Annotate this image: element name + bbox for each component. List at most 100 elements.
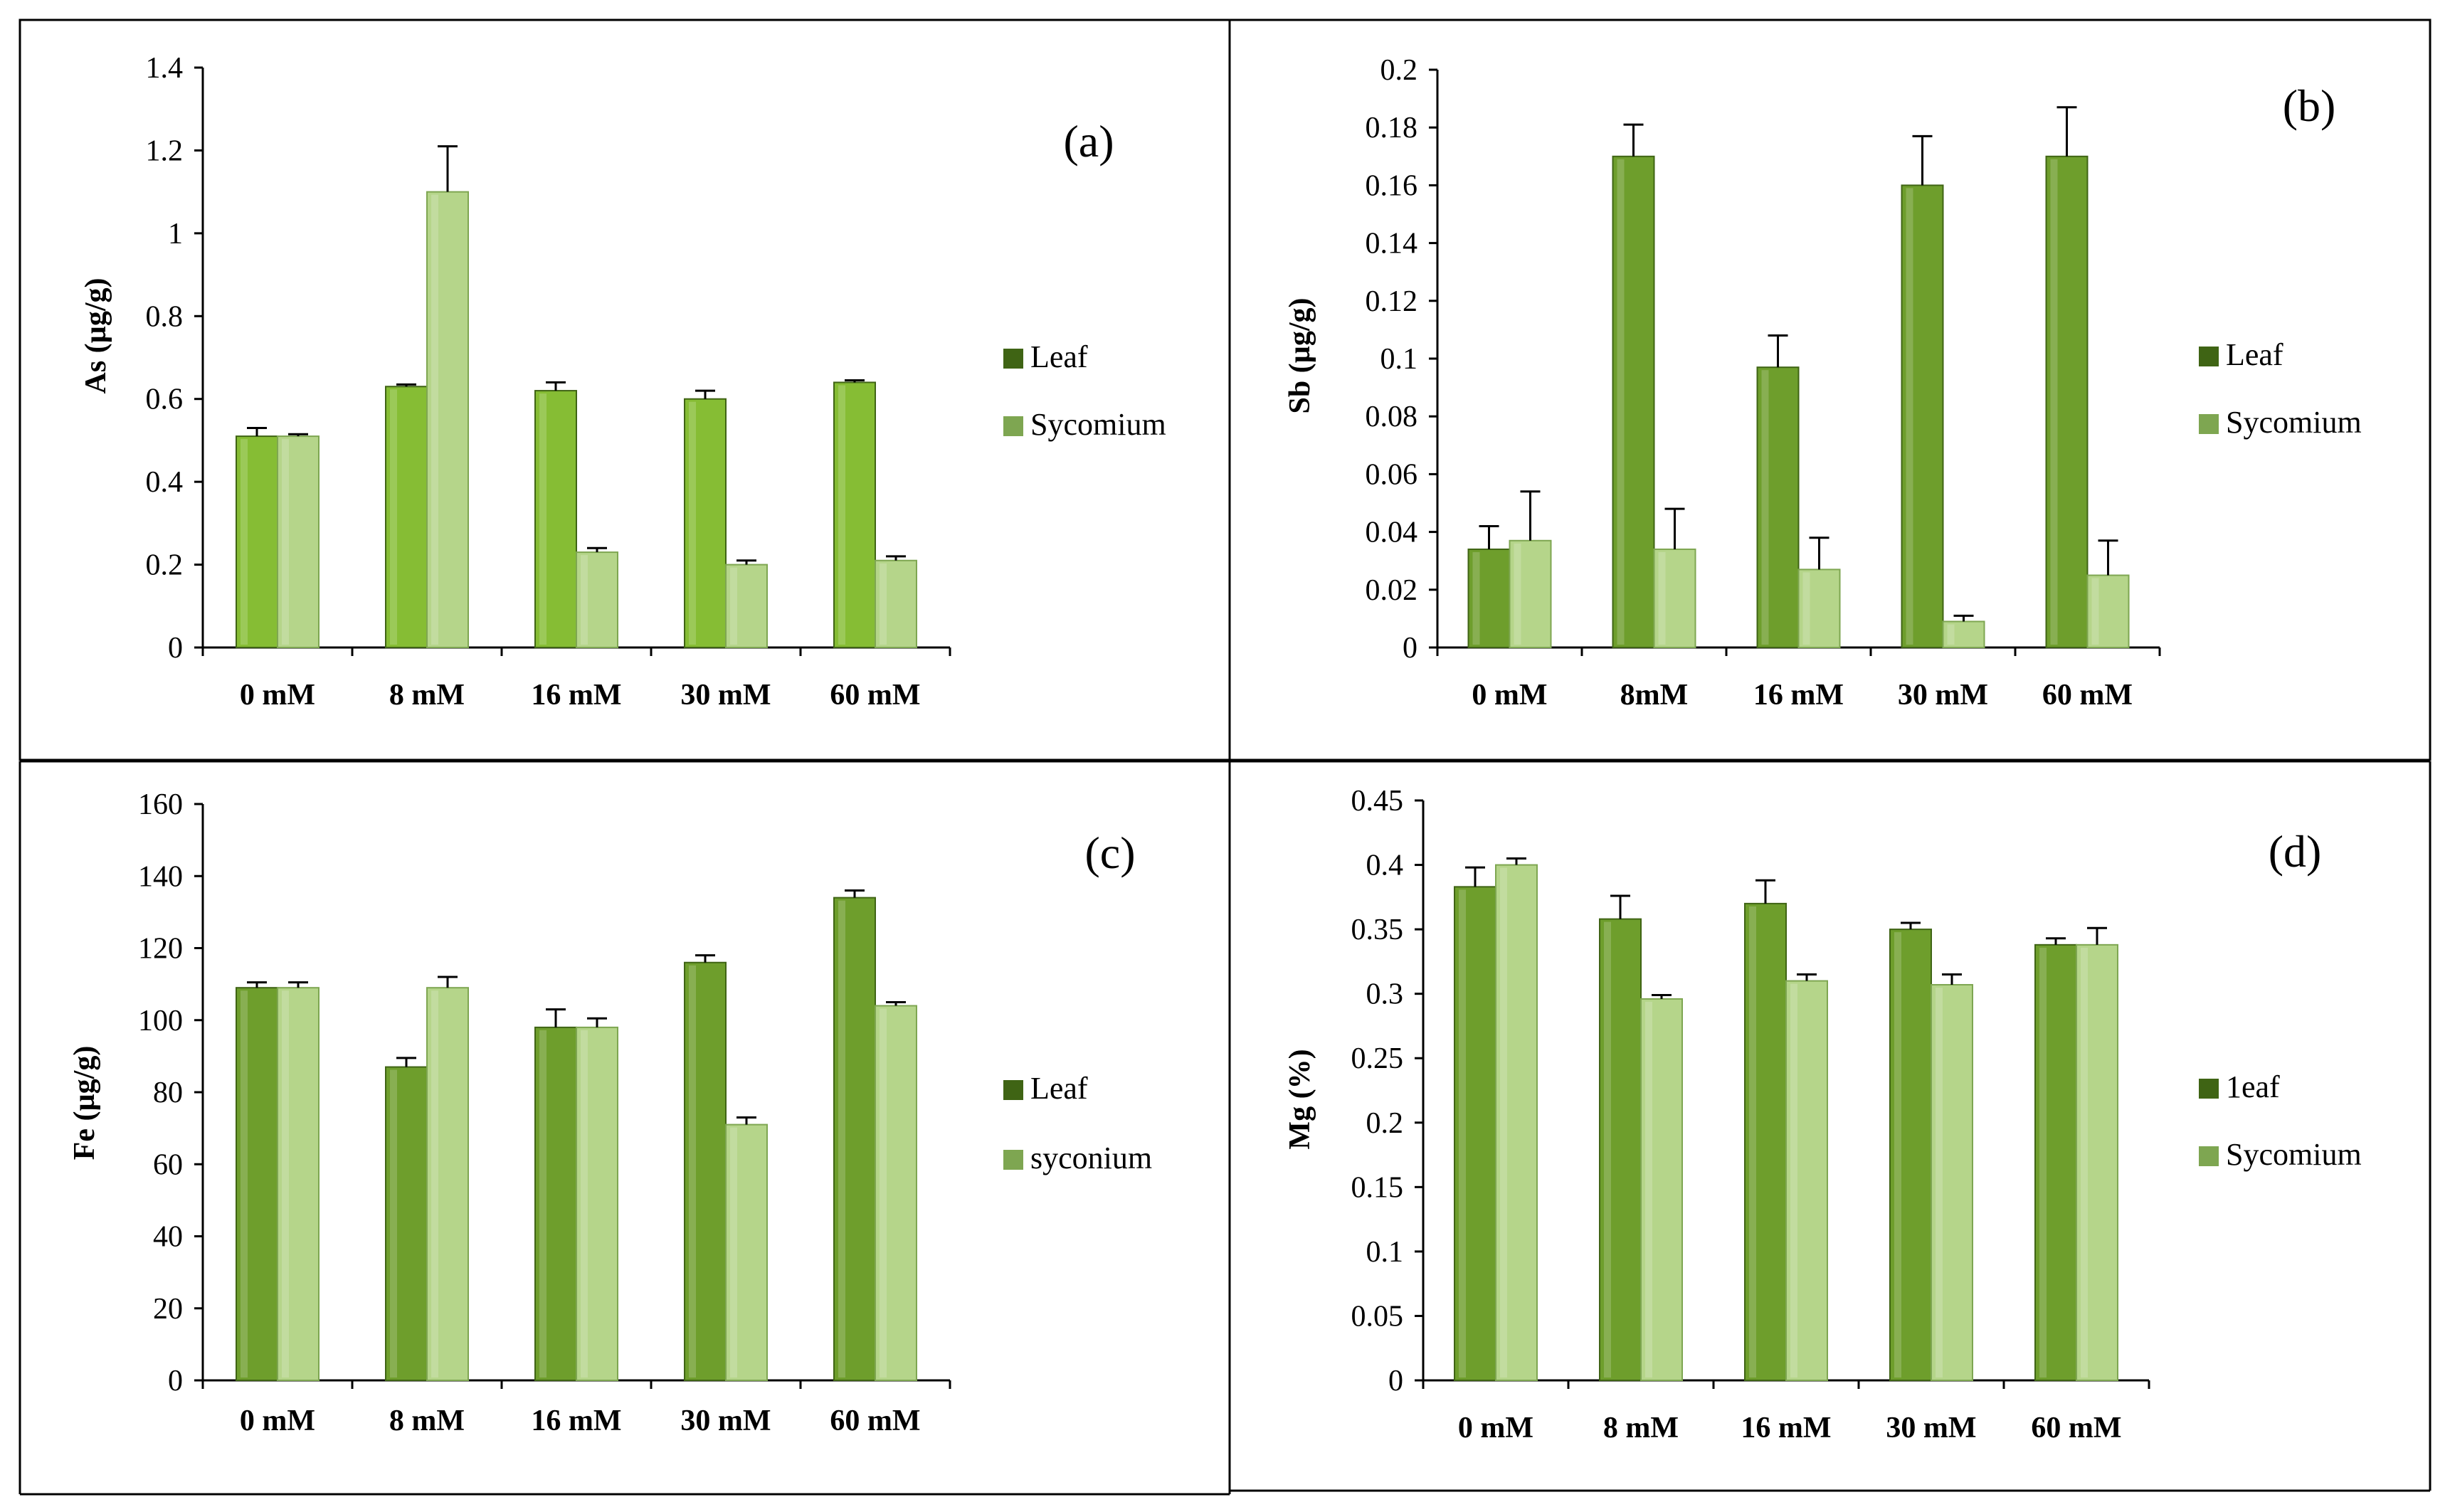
legend-label-syconium-b: Sycomium xyxy=(2226,405,2362,440)
x-tick-label-c: 30 mM xyxy=(680,1405,771,1437)
bar-a-leaf xyxy=(236,435,278,648)
y-tick-label-c: 40 xyxy=(153,1221,183,1254)
bar-a-leaf xyxy=(385,386,428,648)
panel-label-d: (d) xyxy=(2269,826,2322,877)
legend-label-syconium-d: Sycomium xyxy=(2226,1137,2362,1172)
bar-a-syconium xyxy=(426,191,469,648)
x-tick-label-a: 16 mM xyxy=(531,679,621,712)
bar-b-syconium xyxy=(1942,620,1985,649)
y-tick-label-d: 0 xyxy=(1388,1365,1403,1397)
y-tick-label-c: 100 xyxy=(138,1005,183,1037)
x-tick-label-b: 30 mM xyxy=(1898,679,1988,712)
bar-a-leaf xyxy=(833,381,876,649)
legend-a: Leaf Sycomium xyxy=(1003,339,1166,442)
y-tick-label-b: 0.18 xyxy=(1366,112,1418,144)
bar-a-syconium xyxy=(875,559,917,648)
y-tick-label-a: 1 xyxy=(168,218,183,250)
y-tick-label-a: 0.6 xyxy=(146,384,184,416)
y-tick-label-d: 0.4 xyxy=(1366,850,1404,882)
y-tick-label-d: 0.35 xyxy=(1351,914,1404,946)
bar-shine-b xyxy=(1472,551,1480,645)
bar-shine-b xyxy=(1658,551,1666,645)
frame-a xyxy=(19,18,1231,761)
legend-swatch-syconium-a xyxy=(1003,416,1023,436)
x-tick-label-d: 30 mM xyxy=(1886,1412,1976,1444)
bar-shine-c xyxy=(730,1127,737,1378)
x-tick-label-d: 16 mM xyxy=(1741,1412,1831,1444)
x-tick-label-a: 8 mM xyxy=(389,679,465,712)
panel-label-a: (a) xyxy=(1063,116,1114,166)
x-tick-label-a: 30 mM xyxy=(680,679,771,712)
ylabel-a: As (µg/g) xyxy=(80,277,112,393)
bar-d-syconium xyxy=(1640,998,1683,1381)
legend-label-syconium-a: Sycomium xyxy=(1030,407,1166,442)
chart-d: Mg (%) (d) 1eaf Sycomium 0 0.05 0.1 0.15 0.2… xyxy=(1284,785,2362,1444)
y-tick-label-a: 0.2 xyxy=(146,549,184,582)
y-tick-label-c: 160 xyxy=(138,788,183,821)
y-tick-label-d: 0.2 xyxy=(1366,1107,1404,1140)
y-tick-label-c: 80 xyxy=(153,1077,183,1109)
bar-a-syconium xyxy=(576,551,618,648)
bar-b-syconium xyxy=(1653,548,1696,649)
bar-b-leaf xyxy=(1901,184,1944,648)
bar-c-leaf xyxy=(534,1026,577,1381)
legend-swatch-leaf-d xyxy=(2199,1079,2219,1099)
chart-b: Sb (µg/g) (b) Leaf Sycomium 0 0.02 0.04 0.0… xyxy=(1284,54,2362,712)
chart-a: As (µg/g) (a) Leaf Sycomium 0 0.2 0.4 0.6 0.… xyxy=(80,52,1166,712)
bar-d-syconium xyxy=(1931,983,1973,1381)
legend-label-leaf-d: 1eaf xyxy=(2226,1069,2280,1104)
bar-shine-a xyxy=(431,194,438,645)
y-tick-label-b: 0.1 xyxy=(1380,343,1418,376)
x-tick-label-b: 0 mM xyxy=(1472,679,1547,712)
bar-shine-a xyxy=(539,393,547,645)
bar-shine-b xyxy=(2050,159,2058,645)
y-tick-label-c: 60 xyxy=(153,1148,183,1181)
bar-shine-b xyxy=(1514,543,1521,645)
y-tick-label-b: 0.02 xyxy=(1366,574,1418,607)
bar-shine-c xyxy=(689,965,696,1378)
bar-shine-b xyxy=(1617,159,1625,645)
bar-shine-a xyxy=(880,563,887,645)
legend-swatch-leaf-c xyxy=(1003,1080,1023,1100)
bar-b-leaf xyxy=(1756,366,1800,648)
legend-label-leaf-a: Leaf xyxy=(1030,339,1088,374)
y-tick-label-b: 0.12 xyxy=(1366,285,1418,318)
x-tick-label-b: 8mM xyxy=(1620,679,1689,712)
bar-c-leaf xyxy=(236,987,278,1381)
legend-d: 1eaf Sycomium xyxy=(2199,1069,2362,1172)
x-tick-label-b: 60 mM xyxy=(2042,679,2133,712)
bar-c-leaf xyxy=(684,961,727,1381)
bar-b-syconium xyxy=(1509,539,1552,649)
bar-shine-d xyxy=(2081,947,2088,1378)
bar-shine-b xyxy=(1802,572,1810,645)
legend-c: Leaf syconium xyxy=(1003,1071,1152,1175)
panel-label-b: (b) xyxy=(2283,80,2336,131)
bar-a-leaf xyxy=(534,390,577,648)
x-tick-label-a: 0 mM xyxy=(240,679,315,712)
x-tick-label-c: 8 mM xyxy=(389,1405,465,1437)
bar-a-syconium xyxy=(277,435,320,648)
bar-shine-c xyxy=(390,1069,397,1378)
y-tick-label-d: 0.1 xyxy=(1366,1236,1404,1269)
bar-shine-c xyxy=(282,990,289,1378)
bar-d-syconium xyxy=(1785,980,1828,1381)
y-tick-label-b: 0.2 xyxy=(1380,54,1418,87)
bar-shine-d xyxy=(1894,932,1901,1378)
bar-c-leaf xyxy=(833,897,876,1381)
y-tick-label-c: 120 xyxy=(138,933,183,966)
legend-swatch-leaf-a xyxy=(1003,349,1023,369)
legend-label-syconium-c: syconium xyxy=(1030,1141,1152,1175)
legend-b: Leaf Sycomium xyxy=(2199,337,2362,440)
y-tick-label-d: 0.15 xyxy=(1351,1171,1404,1204)
y-tick-label-a: 1.4 xyxy=(146,52,184,85)
legend-swatch-syconium-d xyxy=(2199,1146,2219,1166)
x-tick-label-b: 16 mM xyxy=(1753,679,1844,712)
legend-swatch-syconium-c xyxy=(1003,1150,1023,1170)
bar-d-leaf xyxy=(1744,902,1787,1381)
bar-shine-d xyxy=(1500,867,1507,1378)
y-tick-label-b: 0.16 xyxy=(1366,169,1418,202)
bar-shine-a xyxy=(838,385,845,645)
panel-label-c: (c) xyxy=(1084,828,1135,878)
panel-frames xyxy=(19,18,2431,1496)
